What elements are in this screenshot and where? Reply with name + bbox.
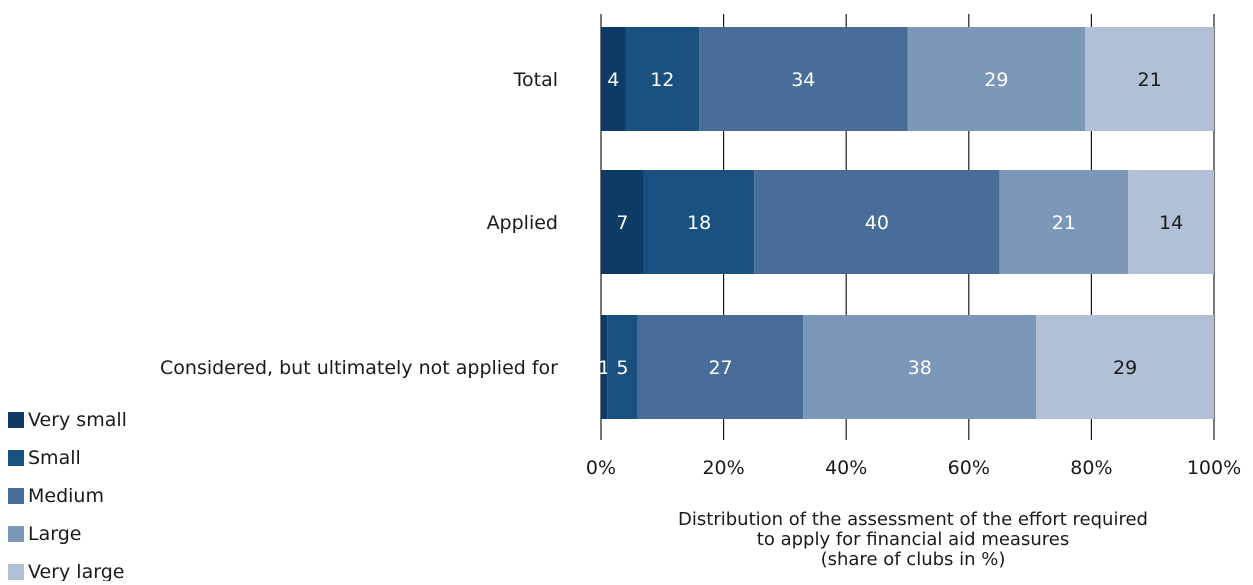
bar-segment	[1128, 170, 1214, 274]
data-label: 38	[908, 357, 932, 379]
bar-segment	[754, 170, 1000, 274]
bar-segment	[601, 315, 608, 419]
bar-segment	[643, 170, 755, 274]
x-tick-label: 20%	[702, 457, 744, 479]
x-axis-label-line: (share of clubs in %)	[821, 549, 1006, 570]
data-label: 29	[1113, 357, 1137, 379]
data-label: 34	[791, 69, 815, 91]
data-label: 1	[598, 357, 610, 379]
bar-segment	[999, 170, 1129, 274]
category-label: Considered, but ultimately not applied f…	[160, 357, 558, 379]
legend-swatch	[8, 412, 24, 428]
category-label: Total	[513, 69, 558, 91]
data-label: 12	[650, 69, 674, 91]
legend-label: Very large	[28, 561, 124, 581]
legend-swatch	[8, 450, 24, 466]
data-label: 4	[607, 69, 619, 91]
bar-segment	[637, 315, 804, 419]
legend-label: Medium	[28, 485, 104, 507]
x-tick-label: 60%	[948, 457, 990, 479]
bar-segment	[601, 170, 644, 274]
legend-swatch	[8, 564, 24, 580]
bar-segment	[625, 27, 700, 131]
bar-segment	[907, 27, 1086, 131]
bar-segment	[699, 27, 908, 131]
x-tick-label: 100%	[1187, 457, 1241, 479]
bar-segment	[803, 315, 1037, 419]
x-axis-label-line: Distribution of the assessment of the ef…	[678, 509, 1148, 530]
data-label: 7	[616, 212, 628, 234]
data-label: 14	[1159, 212, 1183, 234]
legend-swatch	[8, 526, 24, 542]
x-tick-label: 80%	[1070, 457, 1112, 479]
legend-label: Small	[28, 447, 81, 469]
x-tick-label: 40%	[825, 457, 867, 479]
data-label: 21	[1138, 69, 1162, 91]
data-label: 27	[708, 357, 732, 379]
bar-segment	[1085, 27, 1214, 131]
bar-segment	[1036, 315, 1214, 419]
legend-label: Very small	[28, 409, 127, 431]
data-label: 29	[984, 69, 1008, 91]
data-label: 21	[1052, 212, 1076, 234]
x-axis-ticks: 0% 20% 40% 60% 80% 100%	[586, 457, 1241, 479]
legend-label: Large	[28, 523, 81, 545]
bar-segment	[601, 27, 626, 131]
data-label: 5	[616, 357, 628, 379]
data-label: 18	[687, 212, 711, 234]
bars-layer: 4 12 34 29 21 7 18 40 21 14 1 5 27 38 29	[598, 27, 1214, 419]
bar-segment	[607, 315, 638, 419]
category-label: Applied	[487, 212, 558, 234]
x-axis-label-line: to apply for financial aid measures	[757, 529, 1069, 550]
data-label: 40	[865, 212, 889, 234]
legend-swatch	[8, 488, 24, 504]
category-labels: Total Applied Considered, but ultimately n…	[160, 69, 558, 379]
legend: Very small Small Medium Large Very large	[8, 409, 127, 583]
x-tick-label: 0%	[586, 457, 616, 479]
x-axis-label: Distribution of the assessment of the ef…	[678, 509, 1148, 570]
